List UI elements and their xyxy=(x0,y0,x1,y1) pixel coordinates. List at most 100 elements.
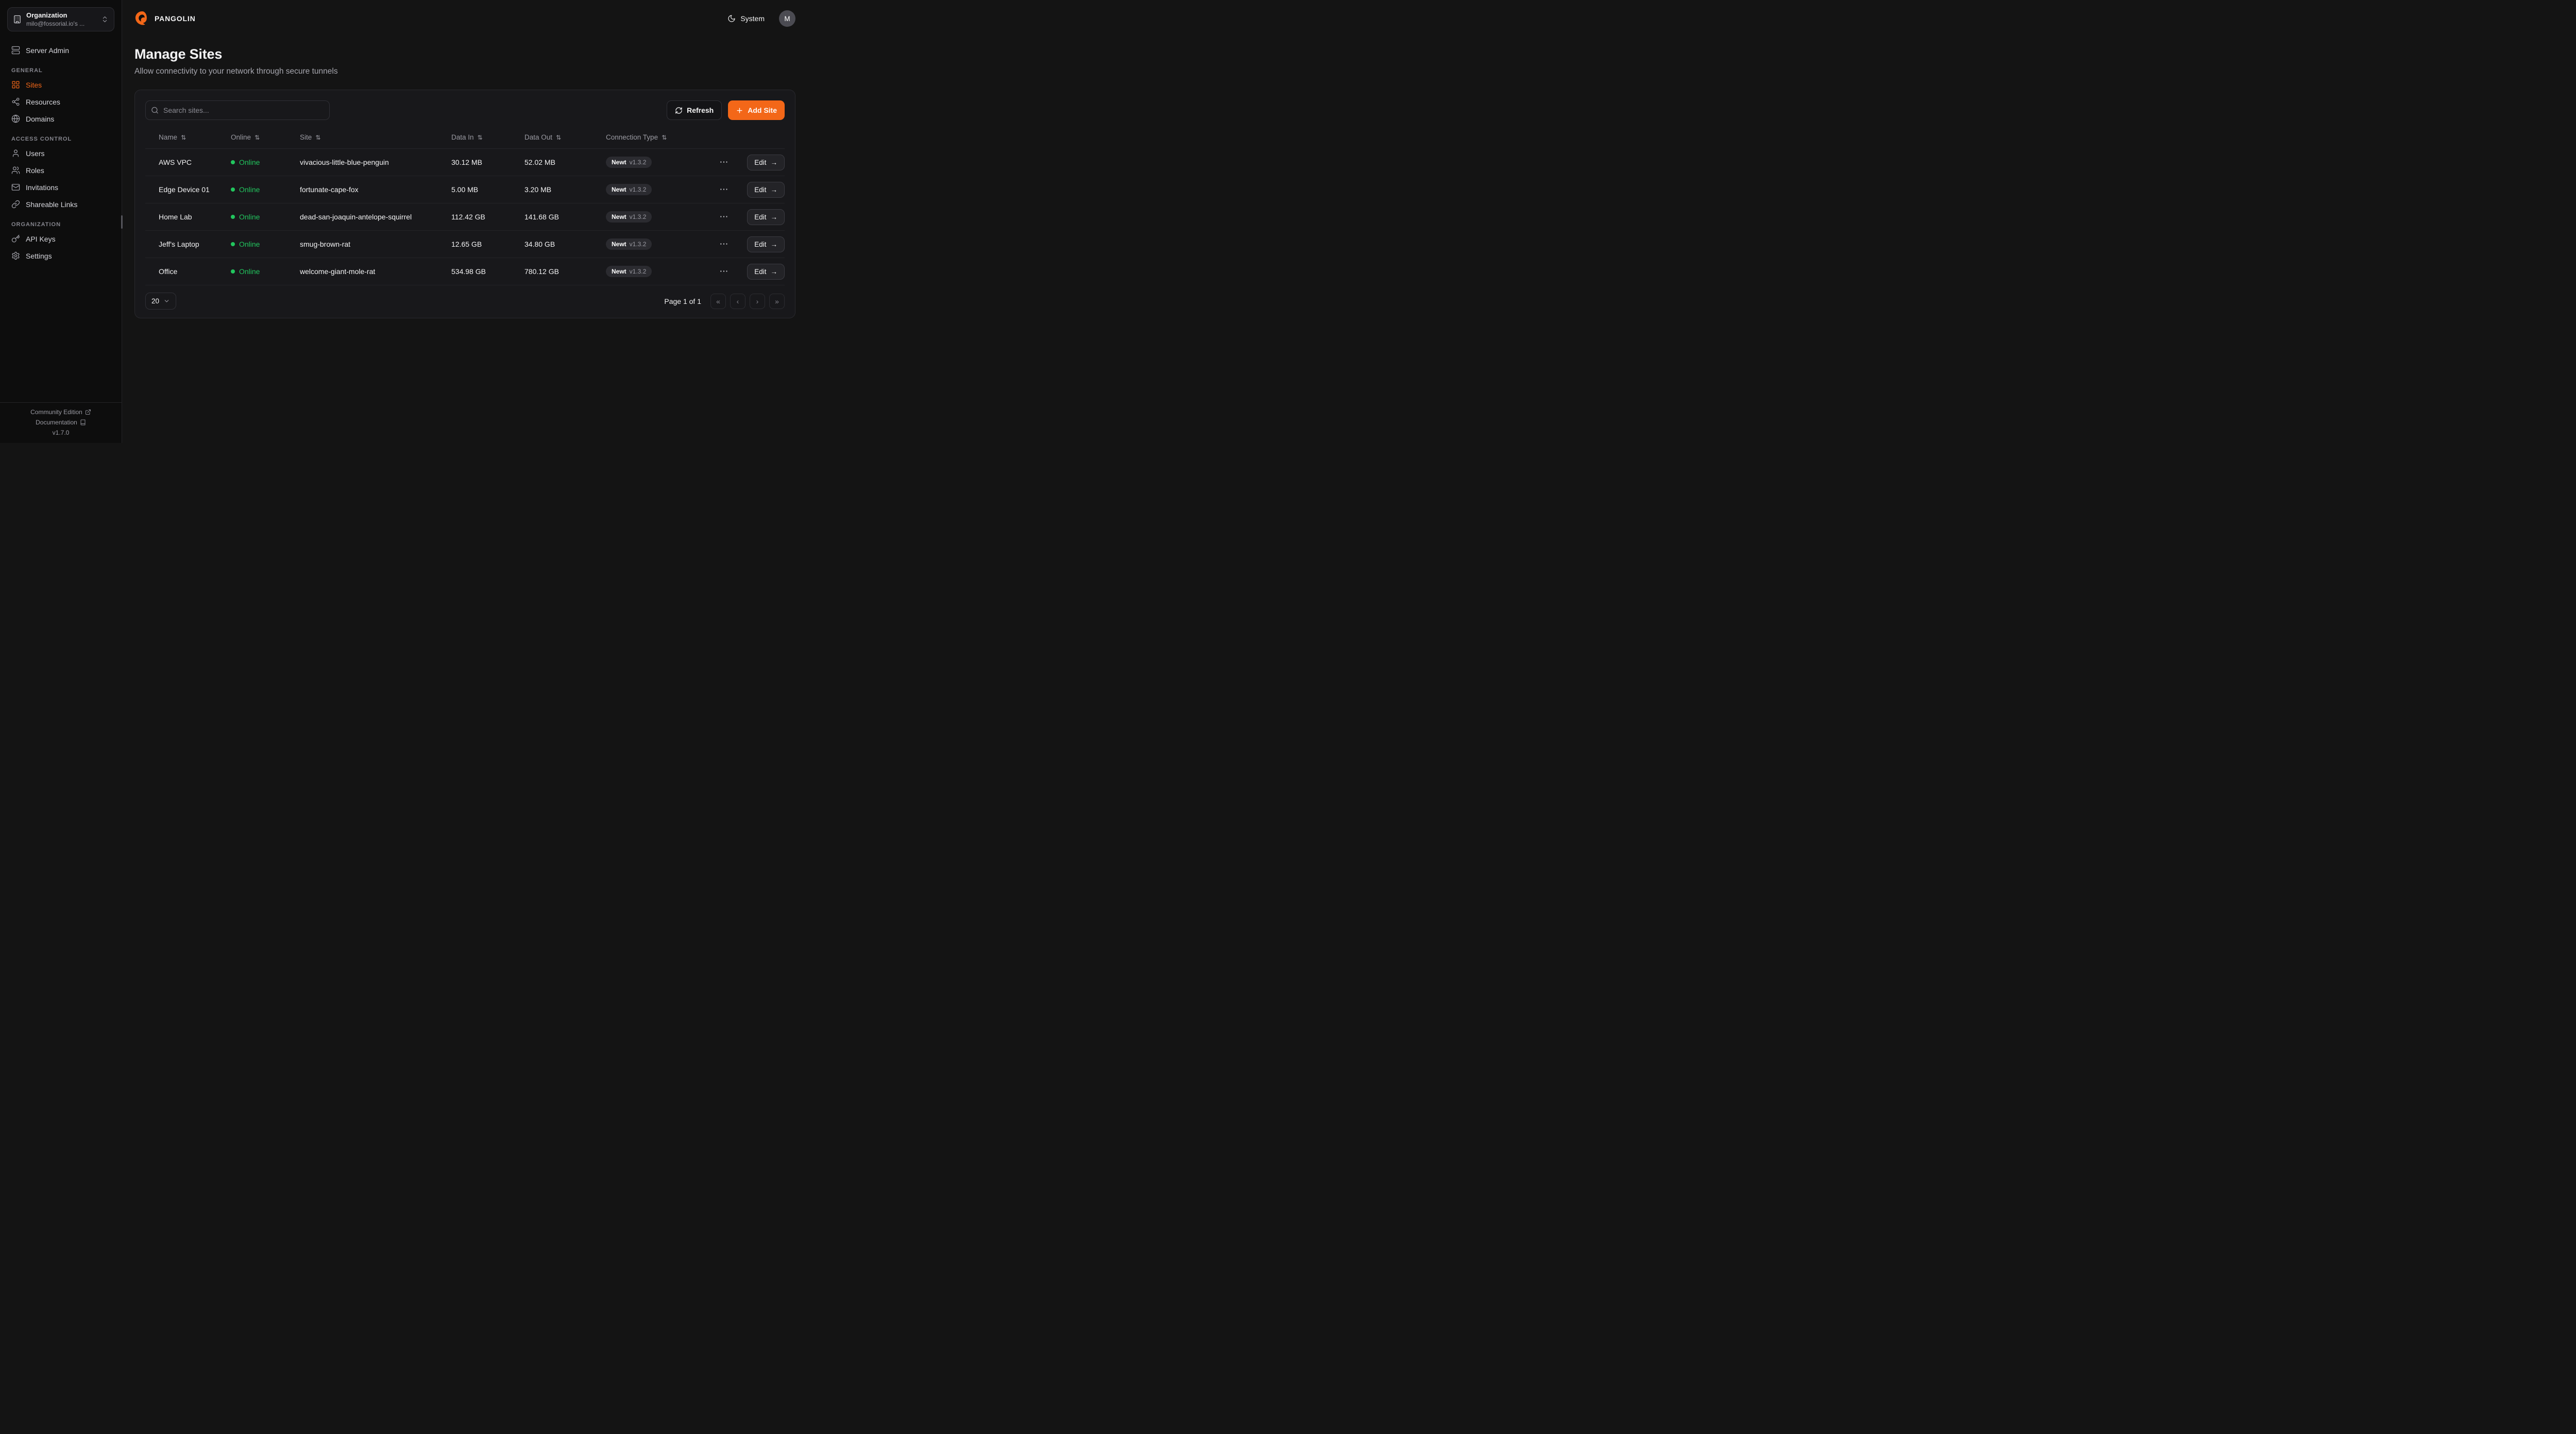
connection-name: Newt xyxy=(612,186,626,193)
edit-button[interactable]: Edit → xyxy=(747,181,785,198)
sidebar-item-domains[interactable]: Domains xyxy=(7,110,114,127)
last-page-button[interactable]: » xyxy=(769,293,785,309)
sidebar-item-settings[interactable]: Settings xyxy=(7,247,114,264)
add-site-button[interactable]: Add Site xyxy=(728,100,785,120)
arrow-right-icon: → xyxy=(770,158,778,166)
edit-button[interactable]: Edit → xyxy=(747,209,785,225)
org-text: Organization milo@fossorial.io's ... xyxy=(26,11,96,27)
site-name: AWS VPC xyxy=(159,158,192,166)
row-menu-button[interactable]: ⋯ xyxy=(717,211,732,223)
online-status: Online xyxy=(231,267,300,276)
column-header-site[interactable]: Site ⇅ xyxy=(300,133,451,141)
sites-card: Refresh Add Site Name ⇅ xyxy=(134,90,795,318)
edit-button[interactable]: Edit → xyxy=(747,154,785,170)
sites-icon xyxy=(11,80,20,89)
page-title: Manage Sites xyxy=(134,46,223,62)
connection-badge: Newt v1.3.2 xyxy=(606,266,652,277)
online-label: Online xyxy=(239,158,260,166)
data-out-value: 141.68 GB xyxy=(524,213,559,221)
topbar: PANGOLIN System M xyxy=(122,0,808,37)
mail-icon xyxy=(11,183,20,192)
sidebar-item-shareable-links[interactable]: Shareable Links xyxy=(7,196,114,213)
sidebar-item-resources[interactable]: Resources xyxy=(7,93,114,110)
community-edition-label: Community Edition xyxy=(30,408,82,416)
row-menu-button[interactable]: ⋯ xyxy=(717,238,732,250)
documentation-label: Documentation xyxy=(36,419,77,426)
row-menu-button[interactable]: ⋯ xyxy=(717,265,732,278)
connection-version: v1.3.2 xyxy=(629,186,647,193)
column-header-data-out[interactable]: Data Out ⇅ xyxy=(524,133,606,141)
search-input[interactable] xyxy=(145,100,330,120)
refresh-button[interactable]: Refresh xyxy=(667,100,722,120)
first-page-button[interactable]: « xyxy=(710,293,726,309)
arrow-right-icon: → xyxy=(770,213,778,221)
sidebar-item-label: Domains xyxy=(26,114,55,123)
community-edition-link[interactable]: Community Edition xyxy=(0,408,122,416)
column-header-data-in[interactable]: Data In ⇅ xyxy=(451,133,524,141)
version-label: v1.7.0 xyxy=(52,429,70,436)
app-root: Organization milo@fossorial.io's ... Ser… xyxy=(0,0,808,443)
key-icon xyxy=(11,234,20,243)
sidebar-item-label: Roles xyxy=(26,166,44,175)
connection-type-cell: Newt v1.3.2 xyxy=(606,157,713,168)
sidebar-inner: Organization milo@fossorial.io's ... Ser… xyxy=(0,0,122,402)
section-heading-access-control: ACCESS CONTROL xyxy=(11,136,72,142)
edit-label: Edit xyxy=(754,240,767,248)
edit-button[interactable]: Edit → xyxy=(747,263,785,280)
online-status: Online xyxy=(231,158,300,166)
sidebar-item-api-keys[interactable]: API Keys xyxy=(7,230,114,247)
column-header-connection-type[interactable]: Connection Type ⇅ xyxy=(606,133,713,141)
sort-icon: ⇅ xyxy=(556,133,562,141)
brand: PANGOLIN xyxy=(134,11,196,26)
row-menu-button[interactable]: ⋯ xyxy=(717,183,732,196)
sidebar-item-label: API Keys xyxy=(26,234,56,243)
previous-page-button[interactable]: ‹ xyxy=(730,293,745,309)
chevron-down-icon xyxy=(163,298,170,304)
connection-name: Newt xyxy=(612,213,626,220)
connection-badge: Newt v1.3.2 xyxy=(606,238,652,250)
table-row: AWS VPC Online vivacious-little-blue-pen… xyxy=(145,149,785,176)
gear-icon xyxy=(11,251,20,260)
chevron-right-icon: › xyxy=(756,297,759,305)
online-label: Online xyxy=(239,213,260,221)
org-selector[interactable]: Organization milo@fossorial.io's ... xyxy=(7,7,114,31)
page-size-select[interactable]: 20 xyxy=(145,293,177,310)
site-slug: smug-brown-rat xyxy=(300,240,351,248)
book-icon xyxy=(80,419,86,425)
topbar-right: System M xyxy=(724,10,795,27)
page-content: Manage Sites Allow connectivity to your … xyxy=(122,37,808,318)
column-label: Data Out xyxy=(524,133,553,141)
edit-button[interactable]: Edit → xyxy=(747,236,785,252)
sidebar-item-server-admin[interactable]: Server Admin xyxy=(7,42,114,59)
sidebar-resize-handle[interactable] xyxy=(121,215,123,229)
connection-version: v1.3.2 xyxy=(629,159,647,166)
online-status: Online xyxy=(231,240,300,248)
next-page-button[interactable]: › xyxy=(750,293,765,309)
documentation-link[interactable]: Documentation xyxy=(0,419,122,426)
sidebar-item-sites[interactable]: Sites xyxy=(7,76,114,93)
avatar[interactable]: M xyxy=(779,10,795,27)
sidebar-item-users[interactable]: Users xyxy=(7,145,114,162)
data-in-value: 30.12 MB xyxy=(451,158,482,166)
table-row: Home Lab Online dead-san-joaquin-antelop… xyxy=(145,203,785,231)
online-label: Online xyxy=(239,185,260,194)
arrow-right-icon: → xyxy=(770,240,778,248)
search-wrap xyxy=(145,100,330,120)
column-header-name[interactable]: Name ⇅ xyxy=(159,133,231,141)
main-area: PANGOLIN System M Manage Sites Allow con… xyxy=(122,0,808,443)
sidebar-item-roles[interactable]: Roles xyxy=(7,162,114,179)
row-menu-button[interactable]: ⋯ xyxy=(717,156,732,168)
site-name: Edge Device 01 xyxy=(159,185,210,194)
site-name: Jeff's Laptop xyxy=(159,240,199,248)
refresh-label: Refresh xyxy=(687,106,714,114)
data-out-value: 780.12 GB xyxy=(524,267,559,276)
connection-version: v1.3.2 xyxy=(629,268,647,275)
resources-icon xyxy=(11,97,20,106)
link-icon xyxy=(11,200,20,209)
column-label: Connection Type xyxy=(606,133,658,141)
sidebar-item-invitations[interactable]: Invitations xyxy=(7,179,114,196)
column-header-online[interactable]: Online ⇅ xyxy=(231,133,300,141)
sidebar-footer: Community Edition Documentation v1.7.0 xyxy=(0,402,122,443)
online-dot-icon xyxy=(231,160,235,164)
theme-toggle-button[interactable]: System xyxy=(724,14,768,23)
